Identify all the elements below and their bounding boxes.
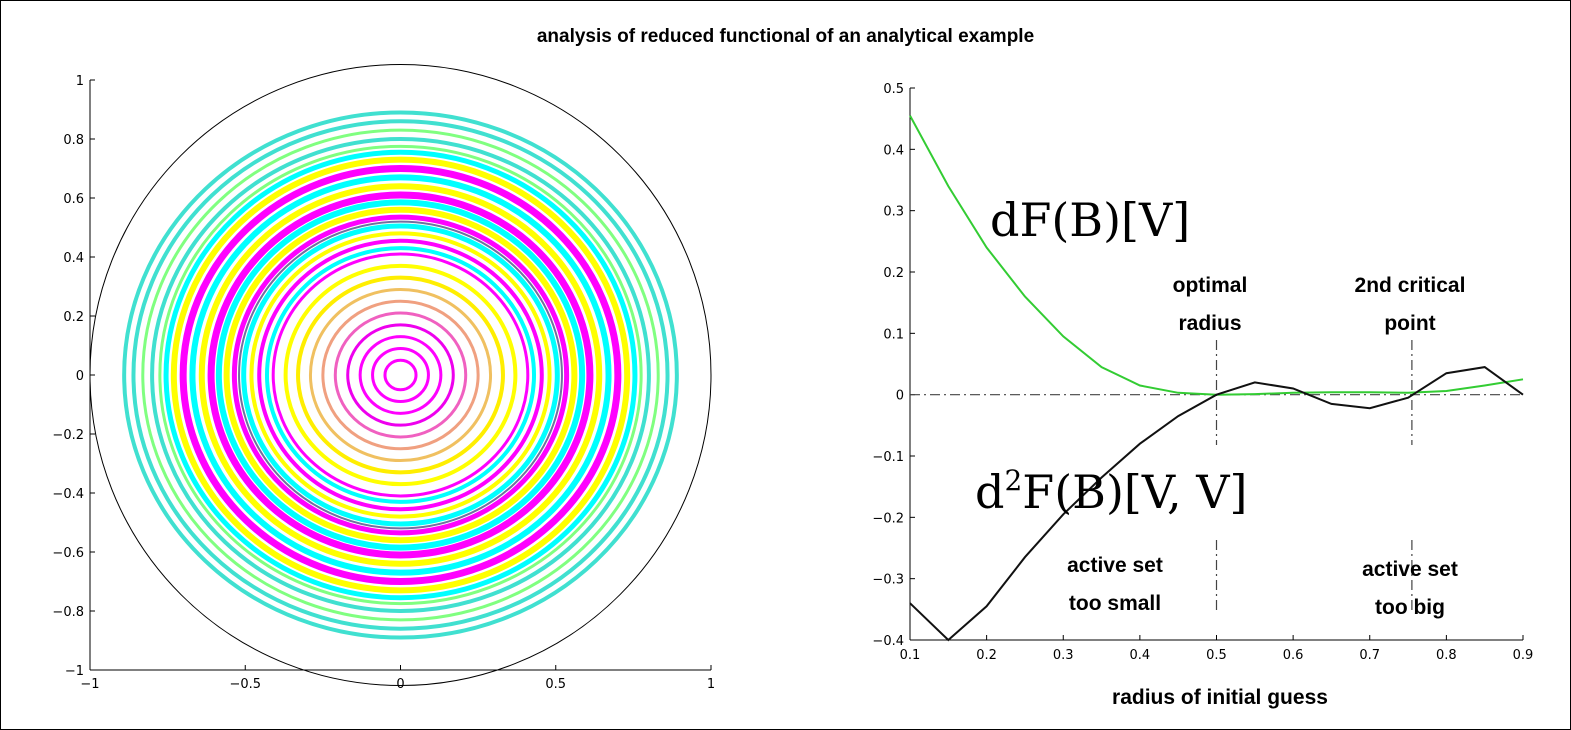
right-tick-labels: 0.1 0.2 0.3 0.4 0.5 0.6 0.7 0.8 0.9 0.5 0.4 0.3 0.2 0… <box>872 82 1533 663</box>
too-small-label-line1: active set <box>1067 554 1163 577</box>
contour-ring <box>283 263 518 487</box>
x-tick-label: 1 <box>707 677 715 692</box>
y-tick-label: −0.2 <box>872 511 904 526</box>
contour-ring <box>150 137 651 613</box>
x-tick-label: −1 <box>80 677 99 692</box>
y-tick-label: 0.4 <box>883 143 904 158</box>
x-tick-label: 0.1 <box>900 648 921 663</box>
y-tick-label: −0.8 <box>52 605 84 620</box>
y-tick-label: 0.8 <box>63 133 84 148</box>
x-tick-label: 0 <box>396 677 404 692</box>
y-tick-label: −0.3 <box>872 573 904 588</box>
contour-ring <box>296 275 505 475</box>
contour-ring <box>321 299 480 451</box>
right-axes <box>909 87 1524 641</box>
y-tick-label: 0.3 <box>883 205 904 220</box>
contour-ring <box>122 110 679 640</box>
contour-ring <box>358 335 443 415</box>
y-tick-label: −0.4 <box>872 634 904 649</box>
series-df-line <box>909 115 1524 396</box>
d2f-label-sup: 2 <box>1004 464 1022 497</box>
contour-ring <box>346 323 455 427</box>
optimal-label-line1: optimal <box>1173 274 1248 297</box>
contour-ring <box>179 165 622 585</box>
too-small-label-line2: too small <box>1069 592 1161 615</box>
left-plot: −1 −0.5 0 0.5 1 1 0.8 0.6 0.4 0.2 0 −0.2 −0.4 −0.6 −0.… <box>52 64 715 692</box>
contour-rings <box>122 110 679 640</box>
contour-ring <box>198 183 603 567</box>
optimal-label-line2: radius <box>1178 312 1241 335</box>
contour-ring <box>131 119 670 631</box>
series-lines <box>909 115 1524 642</box>
contour-ring <box>257 238 544 512</box>
contour-ring <box>308 287 493 463</box>
d2f-label-rest: F(B)[V, V] <box>1022 465 1247 519</box>
x-tick-label: 0.4 <box>1130 648 1151 663</box>
d2f-label: d2F(B)[V, V] <box>975 464 1247 519</box>
y-tick-label: −0.4 <box>52 487 84 502</box>
contour-ring <box>383 358 418 392</box>
y-tick-label: 0.5 <box>883 82 904 97</box>
x-tick-label: 0.2 <box>976 648 997 663</box>
y-tick-label: −0.6 <box>52 546 84 561</box>
y-tick-label: 0.6 <box>63 192 84 207</box>
contour-ring <box>238 220 563 530</box>
y-tick-label: 0.4 <box>63 251 84 266</box>
x-tick-label: 0.5 <box>545 677 566 692</box>
contour-ring <box>223 206 578 544</box>
x-tick-label: 0.9 <box>1513 648 1534 663</box>
right-plot: 0.1 0.2 0.3 0.4 0.5 0.6 0.7 0.8 0.9 0.5 0.4 0.3 0.2 0… <box>872 82 1533 663</box>
figure-title: analysis of reduced functional of an ana… <box>536 26 1035 47</box>
contour-ring <box>371 346 430 404</box>
x-tick-label: −0.5 <box>229 677 261 692</box>
right-x-axis-label: radius of initial guess <box>1112 686 1328 709</box>
x-tick-label: 0.8 <box>1436 648 1457 663</box>
too-big-label-line1: active set <box>1362 558 1458 581</box>
contour-ring <box>141 128 660 622</box>
contour-ring <box>170 156 631 594</box>
x-tick-label: 0.3 <box>1053 648 1074 663</box>
y-tick-label: −1 <box>65 664 84 679</box>
contour-ring <box>264 246 537 504</box>
critical-label-line2: point <box>1384 312 1435 335</box>
y-tick-label: 1 <box>76 74 84 89</box>
y-tick-label: −0.2 <box>52 428 84 443</box>
contour-ring <box>271 252 530 498</box>
y-tick-label: 0.2 <box>63 310 84 325</box>
contour-ring <box>163 149 638 601</box>
x-tick-label: 0.7 <box>1359 648 1380 663</box>
contour-ring <box>241 223 560 527</box>
contour-ring <box>231 214 570 536</box>
left-axes <box>89 79 712 671</box>
contour-ring <box>189 174 612 576</box>
df-label: dF(B)[V] <box>990 193 1190 247</box>
y-tick-label: 0.2 <box>883 266 904 281</box>
x-tick-label: 0.6 <box>1283 648 1304 663</box>
contour-ring <box>249 231 552 519</box>
contour-ring <box>215 199 586 551</box>
x-tick-label: 0.5 <box>1206 648 1227 663</box>
contour-ring <box>207 191 594 559</box>
left-tick-labels: −1 −0.5 0 0.5 1 1 0.8 0.6 0.4 0.2 0 −0.2 −0.4 −0.6 −0.… <box>52 74 715 692</box>
contour-ring <box>333 311 468 439</box>
y-tick-label: 0.1 <box>883 327 904 342</box>
contour-ring <box>158 144 643 606</box>
series-d2f-line <box>909 366 1524 642</box>
y-tick-label: 0 <box>896 389 904 404</box>
y-tick-label: −0.1 <box>872 450 904 465</box>
critical-label-line1: 2nd critical <box>1355 274 1466 297</box>
y-tick-label: 0 <box>76 369 84 384</box>
too-big-label-line2: too big <box>1375 596 1445 619</box>
d2f-label-d: d <box>975 465 1004 519</box>
